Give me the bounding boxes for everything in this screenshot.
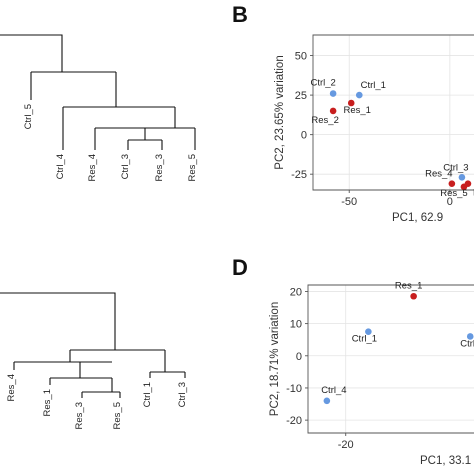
leaf-label: Res_5 [187,154,198,181]
leaf-label: Res_4 [6,374,17,401]
panel-letter-b: B [232,2,248,27]
leaf-label: Res_4 [87,154,98,181]
pca-plot-d: D 20 10 0 -10 -20 -20 PC1, 33.1 PC2, 18.71% var… [232,255,474,467]
y-tick-label: 25 [295,90,307,102]
leaf-label: Ctrl_4 [55,154,66,179]
res-point [347,99,355,107]
point-label: Res_2 [311,115,338,126]
ctrl-point [466,333,474,340]
y-tick-label: 10 [290,319,302,331]
leaf-label: Ctrl_3 [177,382,188,407]
ctrl-point [329,90,337,97]
res-point [464,180,472,187]
y-axis-label: PC2, 23.65% variation [274,55,286,169]
plot-frame [312,34,474,191]
x-axis-label: PC1, 62.9 [392,212,443,224]
point-label: Ctrl_2 [310,78,335,89]
leaf-label: Ctrl_3 [120,154,131,179]
dendrogram-a: Ctrl_5 Ctrl_4 Res_4 Ctrl_3 Res_3 Res_5 [0,34,198,181]
x-tick-label: 0 [447,196,453,208]
leaf-label: Res_3 [154,154,165,181]
leaf-label: Res_1 [42,389,53,416]
y-axis-label: PC2, 18.71% variation [269,302,281,416]
leaf-label: Ctrl_5 [23,104,34,129]
leaf-label: Res_5 [112,402,123,429]
point-label: Res_4 [425,169,452,180]
plot-frame [307,284,474,434]
res-point [410,292,417,300]
dendrogram-branch [0,292,116,330]
res-point [329,107,337,115]
y-tick-label: 50 [295,51,307,63]
point-label-cropped: F [473,188,474,199]
panel-letter-d: D [232,255,248,280]
y-tick-label: 0 [296,351,302,363]
point-label: Ctrl [460,338,474,349]
point-label: Ctrl_1 [361,80,386,91]
leaf-label: Ctrl_1 [142,382,153,407]
ctrl-point [458,174,466,181]
point-label: Res_1 [344,105,371,116]
pca-plot-b: B 50 25 0 -25 -50 0 PC1, 62.9 PC2, 23.65% varia… [232,2,474,224]
leaf-label: Res_3 [74,402,85,429]
dendrogram-c: Res_4 Res_1 Res_3 Res_5 Ctrl_1 Ctrl_3 [0,292,188,429]
point-label: Ctrl_3 [443,162,468,173]
ctrl-point [365,328,372,335]
res-point [448,180,456,187]
x-tick-label: -20 [338,439,354,451]
y-tick-label: -25 [291,169,307,181]
x-tick-label: -50 [341,196,357,208]
dendrogram-branch [0,34,63,72]
x-axis-label: PC1, 33.1 [420,455,471,467]
point-label: Res_1 [395,280,422,291]
y-tick-label: -20 [286,415,302,427]
y-tick-label: -10 [286,383,302,395]
point-label: Ctrl_1 [352,334,377,345]
ctrl-point [355,91,363,99]
y-tick-label: 20 [290,286,302,298]
ctrl-point [323,397,331,405]
point-label: Res_5 [440,188,467,199]
y-tick-label: 0 [301,130,307,142]
point-label: Ctrl_4 [321,385,346,396]
